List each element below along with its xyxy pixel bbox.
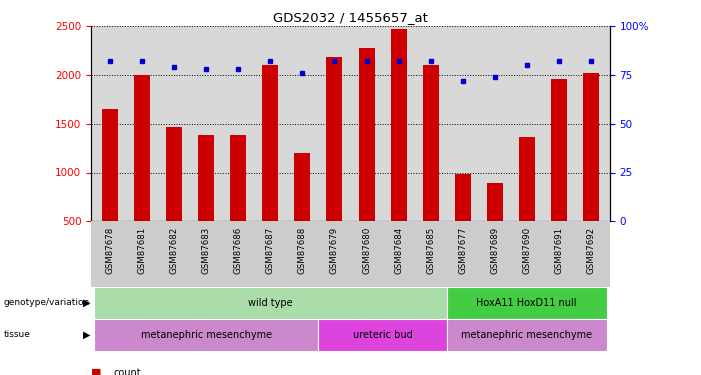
Title: GDS2032 / 1455657_at: GDS2032 / 1455657_at [273,11,428,24]
Bar [95,287,447,319]
Bar [358,48,374,221]
Text: GSM87677: GSM87677 [458,226,467,274]
Bar [166,127,182,221]
Bar [102,109,118,221]
Text: GSM87680: GSM87680 [362,226,371,274]
Text: ▶: ▶ [83,298,90,308]
Text: GSM87691: GSM87691 [554,226,563,274]
Bar [390,29,407,221]
Bar [447,287,606,319]
Text: HoxA11 HoxD11 null: HoxA11 HoxD11 null [477,298,577,308]
Text: tissue: tissue [4,330,30,339]
Text: metanephric mesenchyme: metanephric mesenchyme [461,330,592,340]
Bar [486,183,503,221]
Text: ureteric bud: ureteric bud [353,330,412,340]
Bar [262,65,278,221]
Bar [550,79,566,221]
Text: GSM87686: GSM87686 [234,226,243,274]
Bar [198,135,215,221]
Text: GSM87692: GSM87692 [586,226,595,274]
Text: ▶: ▶ [83,330,90,340]
Bar [583,73,599,221]
Text: GSM87682: GSM87682 [170,226,179,274]
Text: GSM87681: GSM87681 [138,226,147,274]
Text: genotype/variation: genotype/variation [4,298,90,307]
Text: GSM87688: GSM87688 [298,226,307,274]
Bar [294,153,311,221]
Bar [327,57,343,221]
Bar [231,135,247,221]
Text: count: count [114,368,141,375]
Text: GSM87678: GSM87678 [106,226,115,274]
Bar [318,319,447,351]
Text: GSM87679: GSM87679 [330,226,339,274]
Text: metanephric mesenchyme: metanephric mesenchyme [141,330,272,340]
Text: GSM87684: GSM87684 [394,226,403,274]
Text: GSM87689: GSM87689 [490,226,499,274]
Bar [519,137,535,221]
Text: wild type: wild type [248,298,293,308]
Text: GSM87690: GSM87690 [522,226,531,274]
Bar [447,319,606,351]
Bar [454,174,470,221]
Text: GSM87685: GSM87685 [426,226,435,274]
Text: GSM87683: GSM87683 [202,226,211,274]
Bar [423,65,439,221]
Bar [95,319,318,351]
Text: GSM87687: GSM87687 [266,226,275,274]
Text: ■: ■ [91,368,102,375]
Bar [135,75,151,221]
